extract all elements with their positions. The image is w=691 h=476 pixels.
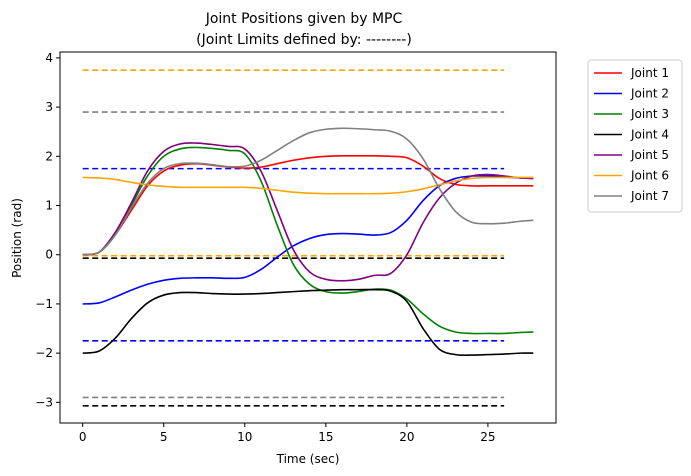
series-line-joint-3 — [82, 146, 534, 335]
legend-label-joint-7: Joint 7 — [630, 189, 669, 203]
series-line-joint-1 — [82, 154, 534, 256]
x-tick-label: 20 — [399, 430, 414, 444]
y-axis: −3 −2 −1 0 1 2 3 4 — [35, 51, 60, 409]
y-tick-label: −1 — [35, 297, 53, 311]
chart-subtitle: (Joint Limits defined by: --------) — [196, 32, 412, 48]
x-tick-label: 5 — [160, 430, 168, 444]
y-tick-label: 1 — [45, 199, 53, 213]
x-tick-label: 25 — [480, 430, 495, 444]
x-axis-label: Time (sec) — [276, 452, 340, 466]
series-line-joint-2 — [82, 174, 534, 305]
y-tick-label: −2 — [35, 346, 53, 360]
series-line-joint-4 — [82, 288, 534, 357]
x-axis: 0 5 10 15 20 25 — [79, 423, 496, 444]
series-line-joint-5 — [82, 142, 534, 282]
legend-label-joint-2: Joint 2 — [630, 87, 669, 101]
y-tick-label: −3 — [35, 395, 53, 409]
x-tick-label: 10 — [237, 430, 252, 444]
y-tick-label: 3 — [45, 100, 53, 114]
plot-frame — [59, 51, 557, 424]
legend: Joint 1 Joint 2 Joint 3 Joint 4 Joint 5 Joint… — [587, 59, 683, 213]
series-line-joint-6 — [82, 176, 534, 195]
y-tick-label: 2 — [45, 149, 53, 163]
plot-area — [82, 69, 534, 407]
series-line-joint-7 — [82, 127, 534, 256]
legend-label-joint-3: Joint 3 — [630, 107, 669, 121]
y-tick-label: 4 — [45, 51, 53, 65]
chart-title: Joint Positions given by MPC — [205, 11, 403, 27]
legend-label-joint-5: Joint 5 — [630, 148, 669, 162]
x-tick-label: 15 — [318, 430, 333, 444]
legend-label-joint-6: Joint 6 — [630, 169, 669, 183]
y-axis-label: Position (rad) — [10, 198, 24, 278]
legend-label-joint-4: Joint 4 — [630, 128, 669, 142]
y-tick-label: 0 — [45, 248, 53, 262]
legend-box — [587, 59, 683, 213]
legend-label-joint-1: Joint 1 — [630, 66, 669, 80]
x-tick-label: 0 — [79, 430, 87, 444]
